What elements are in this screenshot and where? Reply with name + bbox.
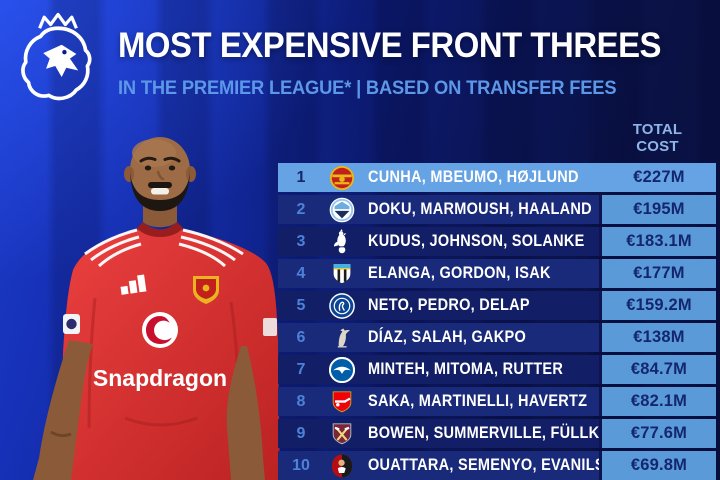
total-cost-column-header: TOTAL COST — [599, 121, 716, 156]
table-row-rank-4: 4 ELANGA, GORDON, ISAK €177M — [278, 259, 716, 288]
table-row-rank-7: 7 MINTEH, MITOMA, RUTTER €84.7M — [278, 355, 716, 384]
sleeve-sponsor-patch — [263, 318, 277, 336]
players-cell: DOKU, MARMOUSH, HAALAND — [360, 195, 599, 224]
players-label: SAKA, MARTINELLI, HAVERTZ — [368, 392, 588, 410]
rank-label: 4 — [296, 264, 306, 282]
players-label: MINTEH, MITOMA, RUTTER — [368, 360, 564, 378]
table-row-rank-3: 3 KUDUS, JOHNSON, SOLANKE €183.1M — [278, 227, 716, 256]
total-cost-line1: TOTAL — [632, 121, 683, 138]
players-cell: CUNHA, MBEUMO, HØJLUND — [360, 163, 599, 192]
total-cost-value: €195M — [599, 195, 716, 224]
page-subtitle: IN THE PREMIER LEAGUE* | BASED ON TRANSF… — [118, 77, 617, 99]
brighton-badge-icon — [324, 355, 360, 384]
players-label: DOKU, MARMOUSH, HAALAND — [368, 200, 592, 218]
lion-crest-icon — [21, 12, 92, 101]
table-row-rank-5: 5 NETO, PEDRO, DELAP €159.2M — [278, 291, 716, 320]
total-cost-value: €177M — [599, 259, 716, 288]
rank-label: 9 — [296, 424, 306, 442]
players-cell: SAKA, MARTINELLI, HAVERTZ — [360, 387, 599, 416]
liverpool-badge-icon — [324, 323, 360, 352]
players-label: CUNHA, MBEUMO, HØJLUND — [368, 168, 579, 186]
total-cost-line2: COST — [636, 138, 679, 156]
manchester-united-badge-icon — [324, 163, 360, 192]
arsenal-badge-icon — [324, 387, 360, 416]
tottenham-hotspur-badge-icon — [324, 227, 360, 256]
players-label: ELANGA, GORDON, ISAK — [368, 264, 551, 282]
player-smile — [151, 188, 169, 195]
player-head — [124, 137, 196, 211]
total-cost-value: €227M — [599, 163, 716, 192]
shirt-sponsor-text: Snapdragon — [93, 365, 227, 391]
rank-label: 5 — [296, 296, 306, 314]
total-cost-value: €159.2M — [599, 291, 716, 320]
rank-label: 6 — [296, 328, 306, 346]
table-row-rank-9: 9 BOWEN, SUMMERVILLE, FÜLLKRUG €77.6M — [278, 419, 716, 448]
players-label: NETO, PEDRO, DELAP — [368, 296, 530, 314]
players-cell: BOWEN, SUMMERVILLE, FÜLLKRUG — [360, 419, 599, 448]
chelsea-badge-icon — [324, 291, 360, 320]
afc-bournemouth-badge-icon — [324, 451, 360, 480]
table-row-rank-2: 2 DOKU, MARMOUSH, HAALAND €195M — [278, 195, 716, 224]
newcastle-united-badge-icon — [324, 259, 360, 288]
players-cell: MINTEH, MITOMA, RUTTER — [360, 355, 599, 384]
total-cost-value: €183.1M — [599, 227, 716, 256]
players-label: DÍAZ, SALAH, GAKPO — [368, 328, 527, 346]
players-label: KUDUS, JOHNSON, SOLANKE — [368, 232, 585, 250]
premier-league-lion-logo — [12, 8, 104, 116]
page-title: MOST EXPENSIVE FRONT THREES — [118, 26, 662, 65]
rank-label: 2 — [296, 200, 306, 218]
player-photo-illustration: Snapdragon — [25, 118, 297, 480]
total-cost-value: €84.7M — [599, 355, 716, 384]
total-cost-value: €69.8M — [599, 451, 716, 480]
players-cell: DÍAZ, SALAH, GAKPO — [360, 323, 599, 352]
rank-label: 8 — [296, 392, 306, 410]
rank-label: 3 — [296, 232, 306, 250]
rank-label: 10 — [292, 456, 310, 474]
players-label: BOWEN, SUMMERVILLE, FÜLLKRUG — [368, 424, 599, 442]
table-row-rank-1: 1 CUNHA, MBEUMO, HØJLUND €227M — [278, 163, 716, 192]
total-cost-value: €138M — [599, 323, 716, 352]
premier-league-sleeve-patch — [63, 314, 80, 334]
players-label: OUATTARA, SEMENYO, EVANILSON — [368, 456, 599, 474]
table-row-rank-8: 8 SAKA, MARTINELLI, HAVERTZ €82.1M — [278, 387, 716, 416]
total-cost-value: €77.6M — [599, 419, 716, 448]
players-cell: NETO, PEDRO, DELAP — [360, 291, 599, 320]
ranking-table: 1 CUNHA, MBEUMO, HØJLUND €227M 2 DOKU, M… — [278, 163, 716, 480]
total-cost-value: €82.1M — [599, 387, 716, 416]
rank-label: 1 — [296, 168, 306, 186]
players-cell: OUATTARA, SEMENYO, EVANILSON — [360, 451, 599, 480]
west-ham-united-badge-icon — [324, 419, 360, 448]
players-cell: ELANGA, GORDON, ISAK — [360, 259, 599, 288]
players-cell: KUDUS, JOHNSON, SOLANKE — [360, 227, 599, 256]
rank-label: 7 — [296, 360, 306, 378]
manchester-city-badge-icon — [324, 195, 360, 224]
table-row-rank-6: 6 DÍAZ, SALAH, GAKPO €138M — [278, 323, 716, 352]
table-row-rank-10: 10 OUATTARA, SEMENYO, EVANILSON €69.8M — [278, 451, 716, 480]
snapdragon-logo — [142, 312, 178, 348]
